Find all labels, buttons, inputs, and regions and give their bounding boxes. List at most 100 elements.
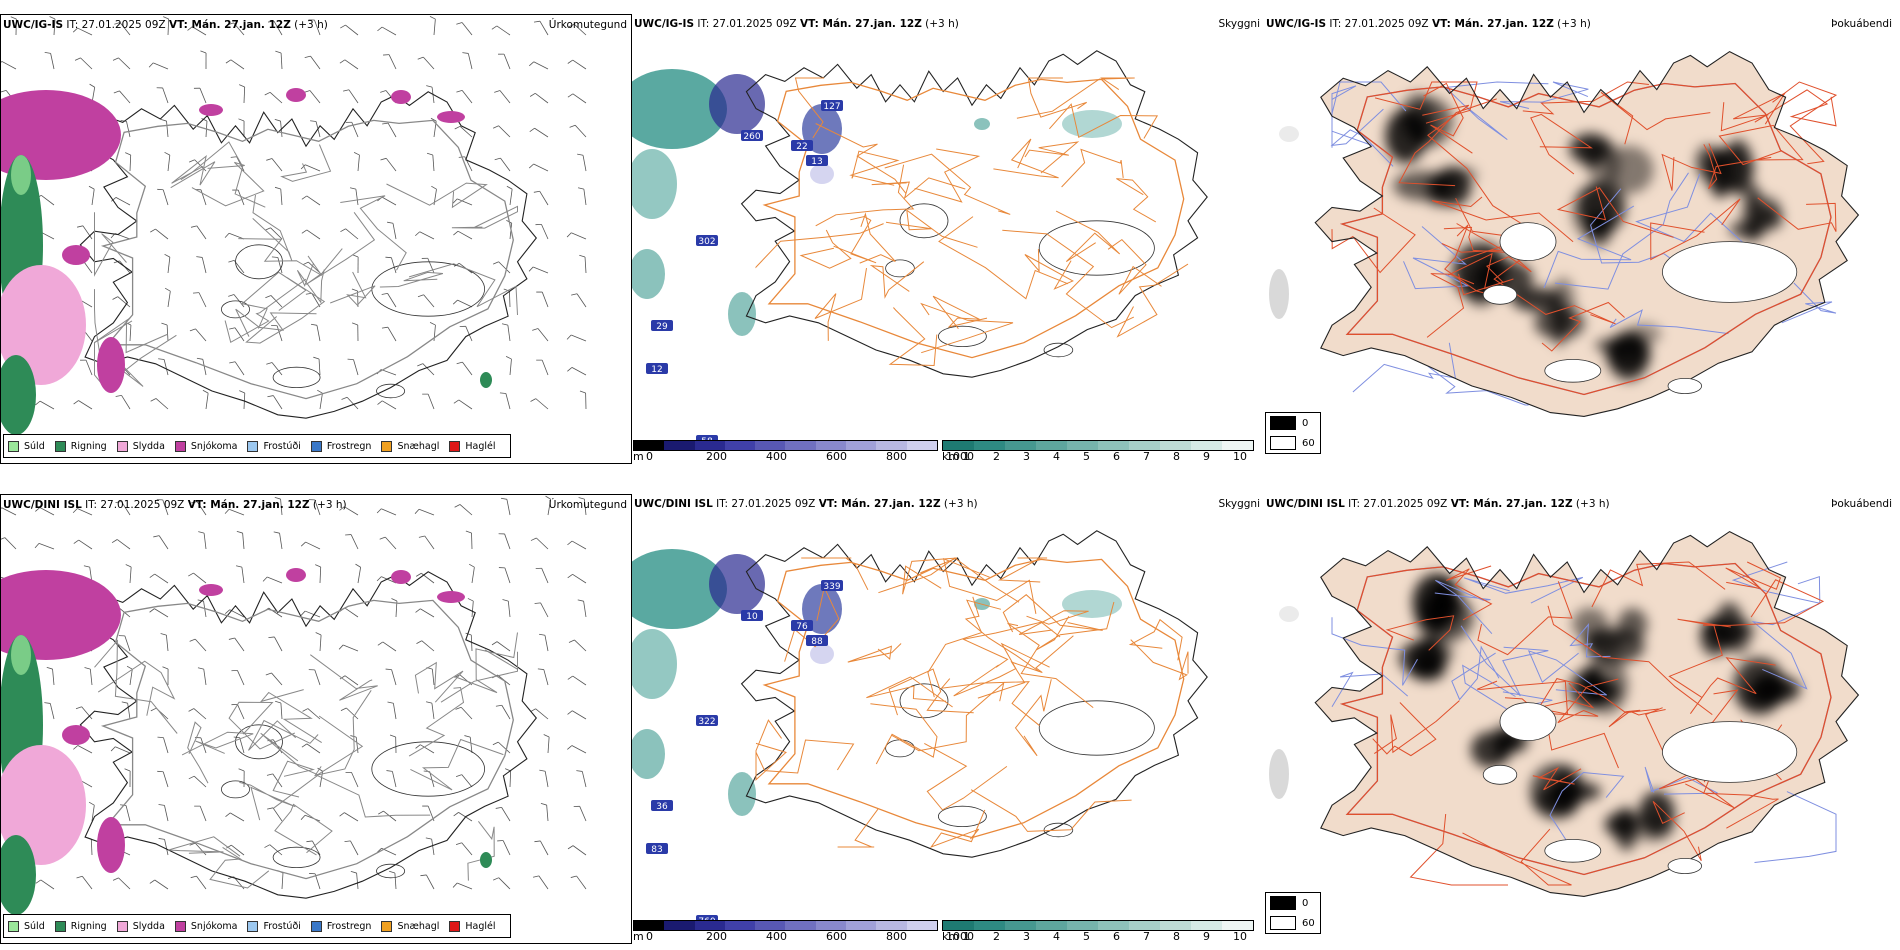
road (259, 689, 322, 744)
road (451, 205, 518, 229)
glacier-outline (1667, 377, 1702, 394)
road (1554, 172, 1689, 290)
road (1331, 207, 1416, 274)
road (1477, 680, 1568, 715)
road (1702, 579, 1825, 626)
road (1751, 603, 1820, 690)
low-ceiling-area (709, 74, 765, 134)
colorbar-segment (724, 921, 756, 930)
colorbar-segment (634, 921, 665, 930)
road (1772, 81, 1838, 165)
ring-road (1339, 562, 1832, 876)
legend-label: Snæhagl (397, 440, 440, 452)
road (1530, 113, 1594, 175)
road (920, 302, 1014, 354)
colorbar-segment (943, 921, 974, 930)
low-visibility-area (974, 118, 990, 130)
legend-item: 0 (1266, 893, 1320, 913)
road (310, 654, 378, 701)
colorbar-segment (785, 441, 816, 450)
road (1448, 252, 1514, 296)
road (1661, 143, 1722, 191)
value-label-bg (696, 715, 718, 726)
road (414, 661, 464, 703)
valid-time: VT: Mán. 27.jan. 12Z (818, 498, 941, 510)
legend-swatch (1270, 896, 1296, 910)
road (1462, 828, 1572, 886)
road (1493, 258, 1616, 325)
legend-label: Frostúði (263, 920, 301, 932)
road (1451, 645, 1500, 701)
road (1024, 248, 1074, 290)
road (1035, 601, 1115, 651)
road (241, 271, 307, 329)
colorbar-segment (755, 441, 786, 450)
fog-map (1269, 530, 1860, 897)
visibility-value-label: 127 (823, 102, 840, 112)
legend-item: 60 (1266, 433, 1320, 453)
glacier-outline (1482, 764, 1518, 785)
road (1018, 610, 1089, 635)
ceiling-unit: m (633, 930, 644, 943)
rain-area (1, 835, 36, 915)
valid-time: VT: Mán. 27.jan. 12Z (168, 19, 291, 31)
offshore-fog (1269, 269, 1289, 319)
glacier-outline (1499, 702, 1557, 742)
visibility-tick-label: 2 (993, 450, 1000, 463)
road (869, 261, 925, 299)
legend-label: Frostregn (326, 920, 372, 932)
glacier-outline (371, 261, 486, 317)
road (1352, 342, 1457, 393)
drizzle-area (11, 155, 31, 195)
snow-area (1, 570, 121, 660)
ceiling-tick-label: 1000 (946, 930, 974, 943)
iceland-map (1314, 50, 1860, 417)
road (1477, 581, 1573, 656)
road (1609, 309, 1729, 335)
visibility-tick-label: 4 (1053, 930, 1060, 943)
ceiling-tick-label: 200 (706, 930, 727, 943)
road (1444, 81, 1549, 141)
road (888, 668, 974, 716)
road-network (755, 557, 1189, 849)
glacier-outline (1482, 284, 1518, 305)
colorbar-segment (846, 441, 877, 450)
legend-label: Snjókoma (190, 920, 238, 932)
road (94, 320, 177, 388)
road (929, 809, 986, 849)
visibility-tick-label: 3 (1023, 450, 1030, 463)
road (784, 585, 840, 662)
road (1014, 679, 1052, 757)
glacier-outline (1043, 822, 1074, 838)
colorbar-segment (1005, 441, 1036, 450)
panel-title: Úrkomutegund (548, 499, 627, 511)
model-name: UWC/DINI ISL (634, 498, 713, 510)
precip-legend: Súld Rigning Slydda Snjókoma Frostúði Frostre… (3, 434, 511, 458)
legend-label: Slydda (132, 920, 165, 932)
visibility-tick-label: 6 (1113, 930, 1120, 943)
road (924, 742, 1008, 811)
colorbar-segment (1067, 921, 1098, 930)
road (815, 123, 907, 195)
valid-time: VT: Mán. 27.jan. 12Z (1450, 498, 1573, 510)
value-label-bg (696, 235, 718, 246)
init-time: IT: 27.01.2025 09Z (85, 499, 185, 511)
low-visibility-area (632, 549, 727, 629)
road (379, 271, 444, 288)
snow-area (62, 725, 90, 745)
road (755, 739, 855, 774)
glacier-outline (899, 683, 949, 719)
iceland-map (740, 50, 1208, 378)
init-time: IT: 27.01.2025 09Z (66, 19, 166, 31)
road (1543, 205, 1635, 288)
colorbar-segment (1036, 921, 1067, 930)
visibility-value-label: 88 (811, 637, 823, 647)
precip-type-panel: UWC/DINI ISL IT: 27.01.2025 09Z VT: Mán.… (0, 494, 632, 944)
road (1444, 224, 1502, 298)
fog-legend: 0 60 (1265, 412, 1321, 454)
panel-title: Skyggni (1218, 498, 1261, 510)
road (837, 808, 879, 848)
glacier-outline (371, 741, 486, 797)
visibility-value-label: 29 (656, 322, 668, 332)
colorbar-segment (943, 441, 974, 450)
